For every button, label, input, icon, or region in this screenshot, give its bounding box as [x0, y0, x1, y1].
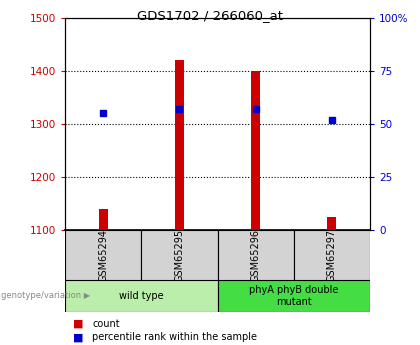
- Text: ■: ■: [74, 319, 84, 329]
- Bar: [175, 60, 184, 230]
- FancyBboxPatch shape: [65, 230, 141, 280]
- Text: genotype/variation ▶: genotype/variation ▶: [1, 292, 90, 300]
- FancyBboxPatch shape: [141, 230, 218, 280]
- Text: wild type: wild type: [119, 291, 163, 301]
- Bar: [99, 209, 108, 230]
- Text: GSM65294: GSM65294: [98, 228, 108, 282]
- FancyBboxPatch shape: [294, 230, 370, 280]
- FancyBboxPatch shape: [218, 230, 294, 280]
- Bar: [251, 71, 260, 230]
- Text: GSM65297: GSM65297: [327, 228, 337, 282]
- FancyBboxPatch shape: [65, 280, 218, 312]
- Bar: [327, 217, 336, 230]
- Text: count: count: [92, 319, 120, 329]
- Text: ■: ■: [74, 333, 84, 343]
- FancyBboxPatch shape: [218, 280, 370, 312]
- Text: percentile rank within the sample: percentile rank within the sample: [92, 333, 257, 343]
- Text: GSM65296: GSM65296: [251, 228, 261, 282]
- Text: phyA phyB double
mutant: phyA phyB double mutant: [249, 285, 339, 307]
- Text: GSM65295: GSM65295: [174, 228, 184, 282]
- Text: GDS1702 / 266060_at: GDS1702 / 266060_at: [137, 9, 283, 22]
